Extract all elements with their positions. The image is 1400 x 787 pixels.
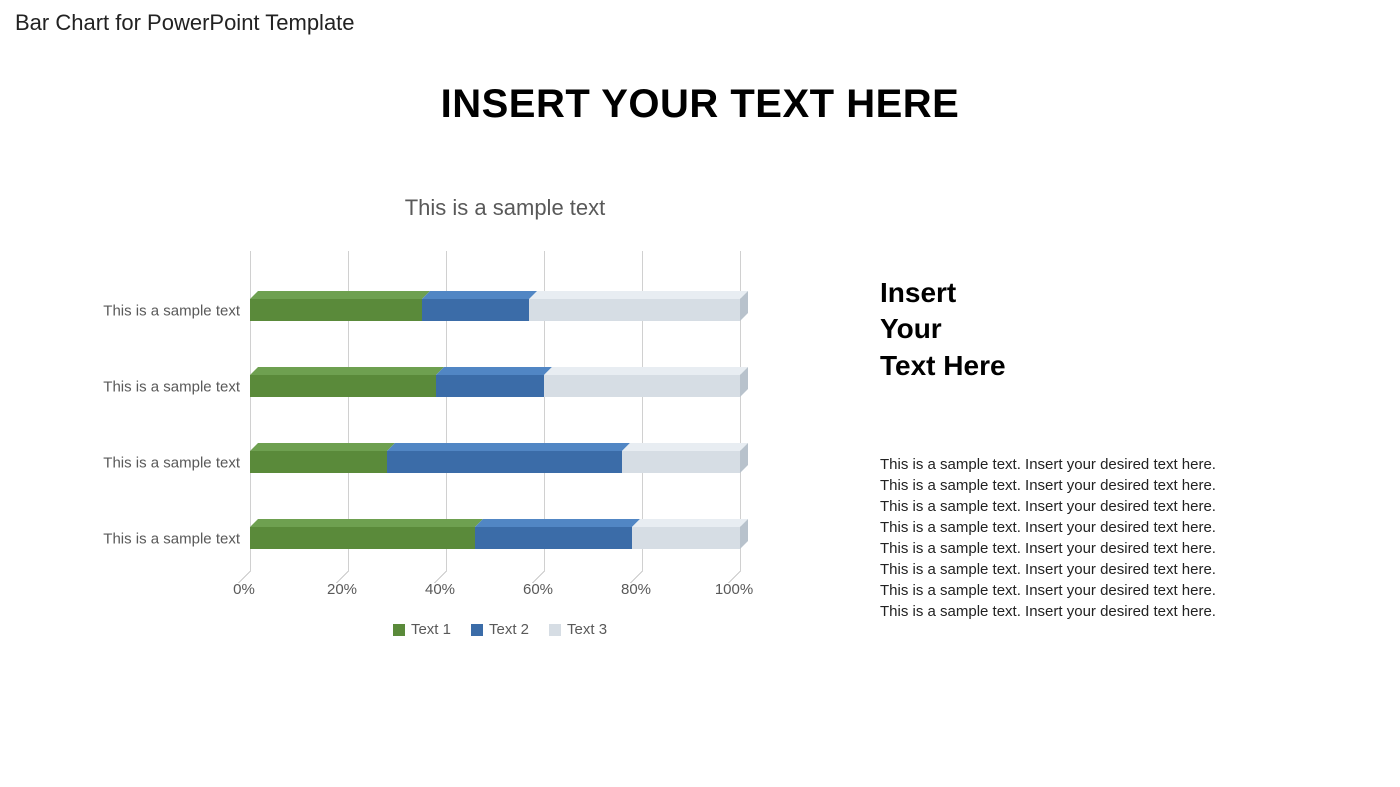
- legend-item: Text 2: [471, 621, 529, 638]
- legend-swatch: [549, 624, 561, 636]
- bar-row: This is a sample text: [250, 443, 750, 483]
- slide-title: INSERT YOUR TEXT HERE: [0, 82, 1400, 127]
- bar-segment: [250, 291, 422, 321]
- x-axis-label: 40%: [425, 581, 455, 598]
- side-body-line: This is a sample text. Insert your desir…: [880, 475, 1280, 496]
- x-axis-label: 100%: [715, 581, 753, 598]
- bar-segment: [250, 519, 475, 549]
- x-axis-label: 60%: [523, 581, 553, 598]
- legend-label: Text 1: [411, 621, 451, 638]
- bar-segment: [436, 367, 544, 397]
- y-axis-label: This is a sample text: [103, 379, 240, 396]
- chart-plot-area: This is a sample text This is a sample te…: [250, 251, 750, 591]
- side-body-line: This is a sample text. Insert your desir…: [880, 517, 1280, 538]
- y-axis-label: This is a sample text: [103, 455, 240, 472]
- bar-segment: [622, 443, 740, 473]
- bar-segment: [632, 519, 740, 549]
- legend-swatch: [393, 624, 405, 636]
- side-body-line: This is a sample text. Insert your desir…: [880, 538, 1280, 559]
- y-axis-label: This is a sample text: [103, 531, 240, 548]
- chart-title: This is a sample text: [90, 195, 770, 221]
- bar-segment: [544, 367, 740, 397]
- chart-legend: Text 1 Text 2 Text 3: [250, 621, 750, 641]
- x-axis-label: 80%: [621, 581, 651, 598]
- side-heading: Insert Your Text Here: [880, 275, 1280, 384]
- side-body-line: This is a sample text. Insert your desir…: [880, 580, 1280, 601]
- bar-segment: [250, 367, 436, 397]
- x-axis-label: 0%: [233, 581, 255, 598]
- side-body-line: This is a sample text. Insert your desir…: [880, 601, 1280, 622]
- side-heading-line: Your: [880, 311, 1280, 347]
- side-body-line: This is a sample text. Insert your desir…: [880, 496, 1280, 517]
- bar-segment: [529, 291, 740, 321]
- side-text-panel: Insert Your Text Here This is a sample t…: [880, 275, 1280, 622]
- side-body-line: This is a sample text. Insert your desir…: [880, 559, 1280, 580]
- page-subtitle: Bar Chart for PowerPoint Template: [15, 10, 355, 36]
- bar-segment: [387, 443, 622, 473]
- legend-label: Text 3: [567, 621, 607, 638]
- bar-chart: This is a sample text This is a sample t…: [90, 195, 770, 591]
- bar-segment: [475, 519, 632, 549]
- side-heading-line: Insert: [880, 275, 1280, 311]
- bar-row: This is a sample text: [250, 519, 750, 559]
- bar-segment: [422, 291, 530, 321]
- y-axis-label: This is a sample text: [103, 303, 240, 320]
- legend-swatch: [471, 624, 483, 636]
- side-heading-line: Text Here: [880, 348, 1280, 384]
- legend-label: Text 2: [489, 621, 529, 638]
- x-axis-label: 20%: [327, 581, 357, 598]
- legend-item: Text 3: [549, 621, 607, 638]
- x-axis-labels: 0%20%40%60%80%100%: [250, 581, 750, 611]
- bar-segment: [250, 443, 387, 473]
- bar-row: This is a sample text: [250, 367, 750, 407]
- side-body: This is a sample text. Insert your desir…: [880, 454, 1280, 622]
- bar-row: This is a sample text: [250, 291, 750, 331]
- side-body-line: This is a sample text. Insert your desir…: [880, 454, 1280, 475]
- legend-item: Text 1: [393, 621, 451, 638]
